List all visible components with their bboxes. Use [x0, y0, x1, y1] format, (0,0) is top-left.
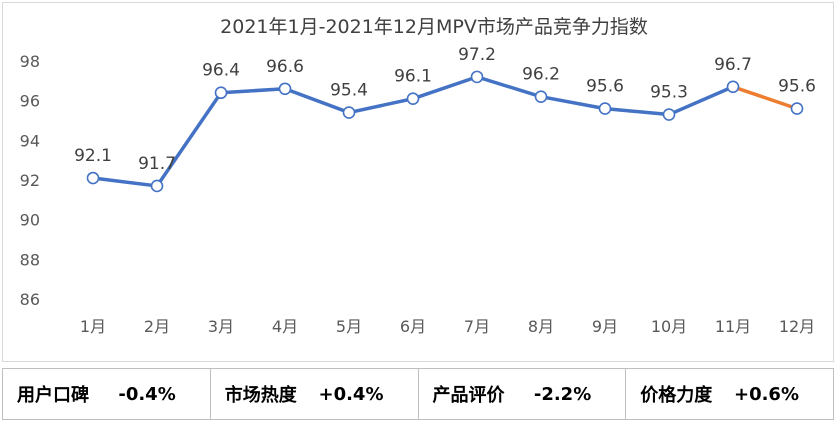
data-point	[86, 171, 100, 185]
metric-label: 价格力度	[640, 385, 713, 406]
chart-frame: 2021年1月-2021年12月MPV市场产品竞争力指数 86 88 90 92 94 9…	[2, 2, 834, 362]
data-label: 95.6	[778, 77, 816, 97]
y-tick-label: 94	[20, 131, 40, 150]
data-label: 92.1	[74, 146, 112, 166]
data-labels: 92.1 91.7 96.4 96.6 95.4 96.1 97.2 96.2 95.6 95.3…	[74, 45, 816, 174]
data-label: 97.2	[458, 45, 496, 65]
x-tick-label: 2月	[144, 317, 170, 336]
y-tick-label: 92	[20, 171, 40, 190]
x-tick-label: 7月	[464, 317, 490, 336]
data-point	[790, 102, 804, 115]
x-tick-label: 3月	[208, 317, 234, 336]
data-label: 96.1	[394, 67, 432, 87]
metric-label: 市场热度	[224, 385, 297, 406]
metric-cell-market-heat: 市场热度 +0.4%	[211, 369, 419, 419]
data-label: 96.7	[714, 55, 752, 75]
metric-cell-word-of-mouth: 用户口碑 -0.4%	[3, 369, 211, 419]
data-point	[278, 82, 292, 96]
data-label: 96.4	[202, 61, 240, 81]
metric-cell-product-rating: 产品评价 -2.2%	[419, 369, 627, 419]
x-tick-label: 4月	[272, 317, 298, 336]
data-label: 96.6	[266, 57, 304, 77]
y-axis: 86 88 90 92 94 96 98	[20, 52, 40, 309]
x-tick-label: 12月	[779, 317, 815, 336]
metric-cell-price-strength: 价格力度 +0.6%	[626, 369, 833, 419]
x-tick-label: 11月	[715, 317, 751, 336]
x-tick-label: 1月	[80, 317, 106, 336]
metric-value: -0.4%	[118, 383, 176, 405]
y-tick-label: 98	[20, 52, 40, 71]
data-label: 95.4	[330, 81, 368, 101]
data-label: 91.7	[138, 154, 176, 174]
y-tick-label: 88	[20, 250, 40, 269]
drop-lines	[92, 82, 798, 279]
y-tick-label: 86	[20, 290, 40, 309]
x-axis: 1月 2月 3月 4月 5月 6月 7月 8月 9月 10月 11月 12月	[80, 317, 815, 336]
data-point	[214, 86, 228, 100]
data-point	[534, 90, 548, 103]
data-point	[598, 102, 612, 115]
metric-value: +0.4%	[318, 383, 384, 405]
series-lines	[91, 75, 799, 188]
series-line-last-segment	[731, 85, 799, 111]
data-label: 96.2	[522, 65, 560, 85]
line-chart: 2021年1月-2021年12月MPV市场产品竞争力指数 86 88 90 92 94 9…	[20, 16, 816, 336]
metric-label: 产品评价	[432, 385, 505, 406]
data-point	[662, 108, 676, 121]
metric-label: 用户口碑	[17, 385, 89, 406]
x-tick-label: 9月	[592, 317, 618, 336]
x-tick-label: 6月	[400, 317, 426, 336]
data-point	[470, 70, 484, 84]
x-tick-label: 5月	[336, 317, 362, 336]
data-label: 95.6	[586, 77, 624, 97]
metric-value: +0.6%	[733, 383, 799, 405]
data-points	[86, 70, 804, 193]
data-point	[150, 179, 164, 193]
x-tick-label: 10月	[651, 317, 687, 336]
y-tick-label: 96	[20, 92, 40, 111]
data-point	[726, 80, 740, 94]
data-label: 95.3	[650, 83, 688, 103]
x-tick-label: 8月	[528, 317, 554, 336]
y-tick-label: 90	[20, 211, 40, 230]
metric-value: -2.2%	[533, 383, 592, 405]
metrics-bar: 用户口碑 -0.4% 市场热度 +0.4% 产品评价 -2.2% 价格力度 +0…	[2, 368, 834, 420]
data-point	[406, 92, 420, 105]
data-point	[342, 106, 356, 119]
chart-title: 2021年1月-2021年12月MPV市场产品竞争力指数	[220, 16, 648, 38]
